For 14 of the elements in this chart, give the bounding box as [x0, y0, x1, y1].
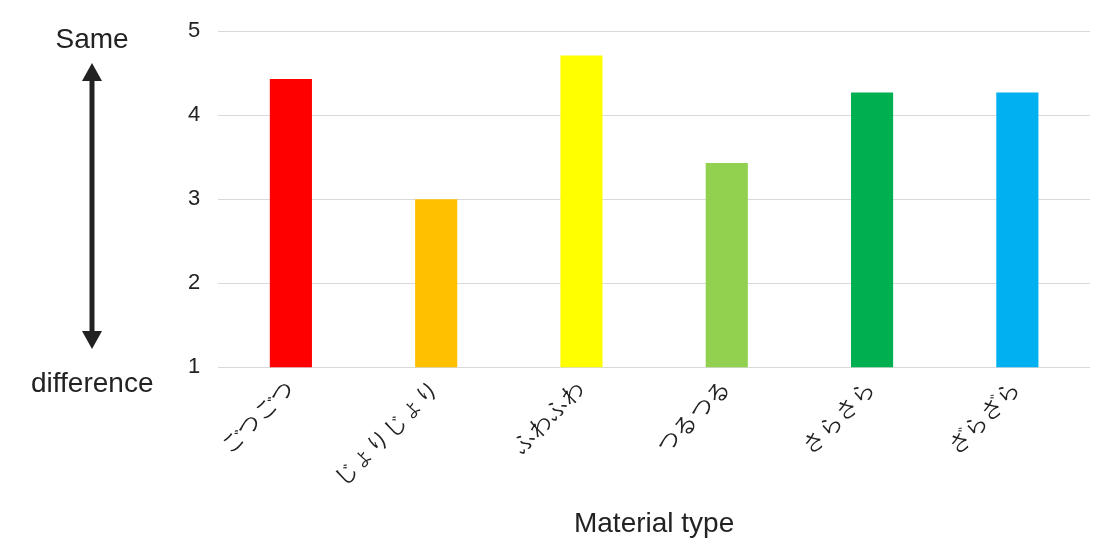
- y-tick-label: 3: [187, 185, 201, 211]
- y-tick-label: 4: [187, 101, 201, 127]
- y-tick-label: 1: [187, 353, 201, 379]
- x-axis-title: Material type: [573, 506, 735, 538]
- y-tick-label: 2: [187, 269, 201, 295]
- text: difference: [31, 367, 154, 400]
- x-tick-label: さらさら: [797, 374, 880, 458]
- text: Same: [55, 23, 129, 56]
- x-tick-label: じょりじょり: [328, 374, 444, 490]
- y-tick-label: 5: [187, 17, 201, 43]
- x-tick-label: つるつる: [651, 374, 735, 458]
- x-tick-label: ごつごつ: [215, 374, 299, 458]
- x-tick-label: ざらざら: [942, 374, 1026, 458]
- x-tick-label: ふわふわ: [505, 374, 590, 459]
